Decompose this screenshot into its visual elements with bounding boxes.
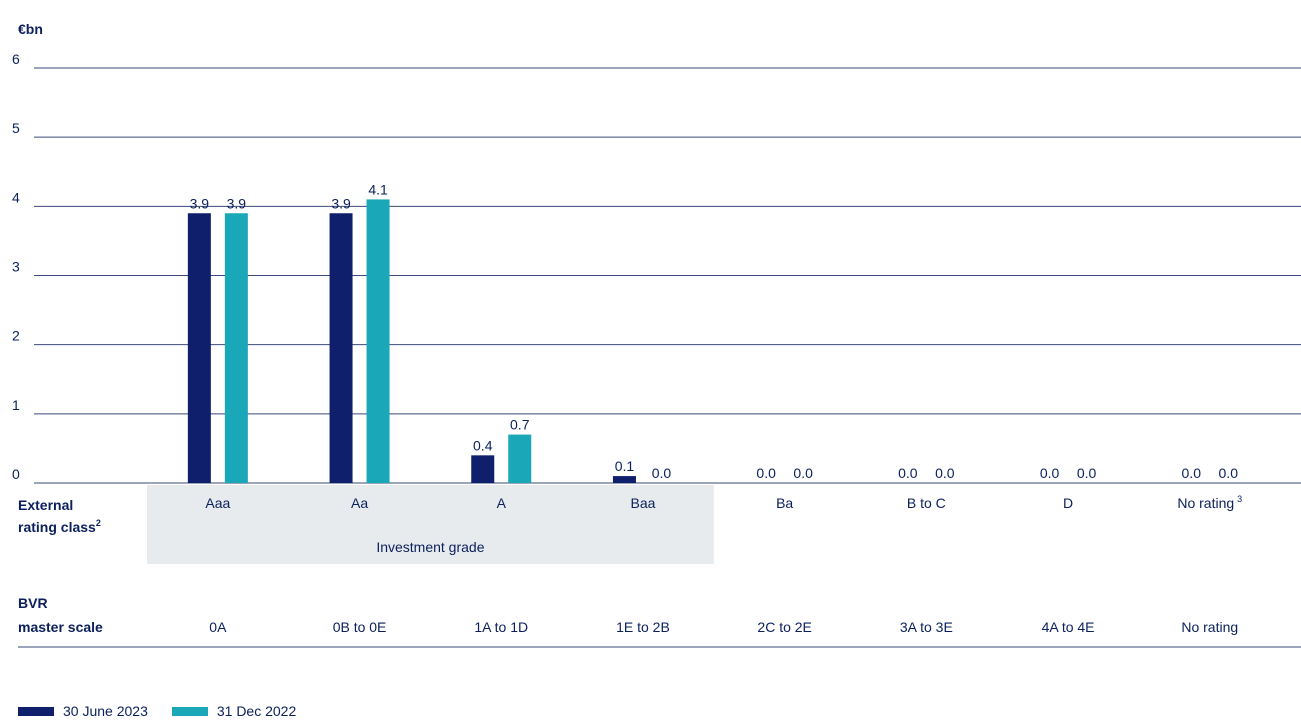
bvr-scale-label: 1E to 2B bbox=[616, 619, 670, 635]
data-label: 0.0 bbox=[1182, 465, 1202, 481]
category-superscript: 3 bbox=[1237, 494, 1242, 504]
data-label: 0.0 bbox=[935, 465, 955, 481]
external-rating-label-line2: rating class2 bbox=[18, 518, 101, 535]
data-label: 3.9 bbox=[190, 195, 210, 211]
bvr-label-line1: BVR bbox=[18, 595, 48, 611]
data-label: 0.0 bbox=[793, 465, 813, 481]
bvr-scale-label: 0B to 0E bbox=[333, 619, 387, 635]
data-label: 0.0 bbox=[652, 465, 672, 481]
category-label: Ba bbox=[776, 495, 793, 511]
y-tick-label: 4 bbox=[12, 189, 20, 205]
external-rating-label-line1: External bbox=[18, 497, 73, 513]
data-label: 4.1 bbox=[368, 181, 388, 197]
legend-swatch-teal bbox=[171, 706, 208, 716]
y-tick-label: 0 bbox=[12, 466, 20, 482]
legend-swatch-dark bbox=[18, 706, 54, 716]
bvr-scale-label: 0A bbox=[209, 619, 227, 635]
legend: 30 June 2023 31 Dec 2022 bbox=[18, 702, 320, 720]
category-label: No rating 3 bbox=[1177, 494, 1242, 511]
category-label-text: Aaa bbox=[205, 495, 230, 511]
y-axis-label: €bn bbox=[18, 21, 43, 37]
investment-grade-band bbox=[147, 485, 714, 564]
bar bbox=[224, 213, 248, 483]
bar bbox=[471, 455, 495, 483]
category-label: D bbox=[1063, 495, 1073, 511]
bar bbox=[329, 213, 353, 483]
bar bbox=[187, 213, 211, 483]
external-rating-label-sup: 2 bbox=[96, 518, 101, 528]
category-label-text: Aa bbox=[351, 495, 368, 511]
y-tick-label: 1 bbox=[12, 397, 20, 413]
category-labels: Aaa Aa A Baa Ba B to C D No rating 3 bbox=[205, 494, 1242, 511]
category-label-text: D bbox=[1063, 495, 1073, 511]
data-label: 0.0 bbox=[1077, 465, 1097, 481]
bvr-scale-label: 1A to 1D bbox=[474, 619, 528, 635]
data-label: 0.0 bbox=[898, 465, 918, 481]
data-labels: 3.9 3.9 3.9 4.1 0.4 0.7 0.1 0.0 0.0 0.0 0.0 0.0 0.0 0… bbox=[190, 181, 1239, 481]
data-label: 3.9 bbox=[227, 195, 247, 211]
category-label: Baa bbox=[630, 495, 655, 511]
y-tick-labels: 0 1 2 3 4 5 6 bbox=[12, 51, 20, 482]
legend-label-2: 31 Dec 2022 bbox=[216, 703, 297, 719]
y-tick-label: 5 bbox=[12, 120, 20, 136]
gridlines bbox=[34, 67, 1301, 484]
y-tick-label: 2 bbox=[12, 328, 20, 344]
category-label-text: B to C bbox=[907, 495, 946, 511]
bvr-scale-label: 3A to 3E bbox=[900, 619, 953, 635]
data-label: 0.0 bbox=[1219, 465, 1239, 481]
y-tick-label: 6 bbox=[12, 51, 20, 67]
bars bbox=[187, 199, 636, 483]
category-label: A bbox=[497, 495, 507, 511]
category-label: B to C bbox=[907, 495, 946, 511]
bar bbox=[612, 476, 636, 483]
category-label-text: Baa bbox=[630, 495, 655, 511]
bar bbox=[508, 434, 532, 483]
investment-grade-label: Investment grade bbox=[376, 539, 484, 555]
category-label-text: Ba bbox=[776, 495, 793, 511]
bvr-scale-label: 2C to 2E bbox=[757, 619, 811, 635]
category-label: Aaa bbox=[205, 495, 230, 511]
external-rating-label-text: rating class bbox=[18, 519, 96, 535]
data-label: 0.4 bbox=[473, 437, 493, 453]
category-label-text: No rating bbox=[1177, 495, 1234, 511]
bvr-scale-label: No rating bbox=[1181, 619, 1238, 635]
bar bbox=[366, 199, 390, 483]
data-label: 0.1 bbox=[615, 458, 635, 474]
data-label: 0.0 bbox=[756, 465, 776, 481]
data-label: 3.9 bbox=[331, 195, 351, 211]
bvr-scale-label: 4A to 4E bbox=[1042, 619, 1095, 635]
data-label: 0.0 bbox=[1040, 465, 1060, 481]
bvr-scale-labels: 0A 0B to 0E 1A to 1D 1E to 2B 2C to 2E 3A to … bbox=[209, 619, 1238, 635]
legend-item-31-dec-2022: 31 Dec 2022 bbox=[171, 703, 297, 719]
y-tick-label: 3 bbox=[12, 259, 20, 275]
category-label: Aa bbox=[351, 495, 368, 511]
category-label-text: A bbox=[497, 495, 507, 511]
data-label: 0.7 bbox=[510, 417, 530, 433]
legend-label-1: 30 June 2023 bbox=[63, 703, 148, 719]
legend-item-30-june-2023: 30 June 2023 bbox=[18, 703, 148, 719]
bvr-label-line2: master scale bbox=[18, 619, 103, 635]
